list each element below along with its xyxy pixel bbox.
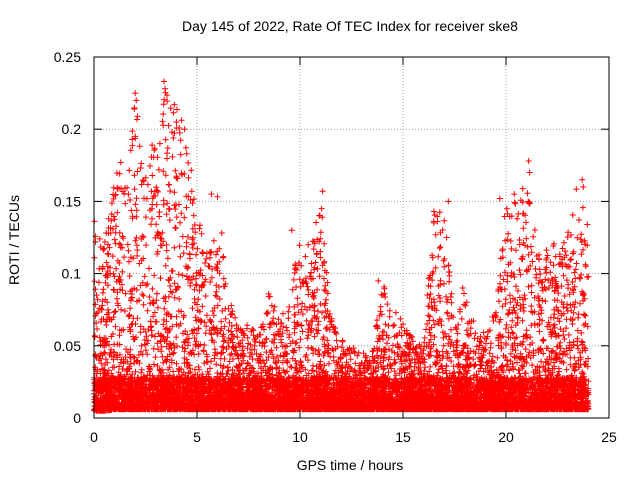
x-tick-label: 15 bbox=[395, 429, 411, 445]
y-tick-label: 0.25 bbox=[54, 49, 81, 65]
y-tick-label: 0.05 bbox=[54, 338, 81, 354]
scatter-point bbox=[526, 169, 533, 176]
scatter-point bbox=[173, 118, 180, 125]
y-tick-label: 0.15 bbox=[54, 193, 81, 209]
y-tick-label: 0.2 bbox=[62, 121, 82, 137]
x-tick-label: 20 bbox=[498, 429, 514, 445]
scatter-point bbox=[511, 191, 518, 198]
scatter-point bbox=[305, 241, 312, 248]
scatter-point bbox=[181, 126, 188, 133]
chart-title: Day 145 of 2022, Rate Of TEC Index for r… bbox=[182, 18, 518, 34]
scatter-point bbox=[183, 150, 190, 157]
scatter-point bbox=[117, 159, 124, 166]
scatter-point bbox=[161, 78, 168, 85]
x-tick-label: 5 bbox=[193, 429, 201, 445]
x-tick-label: 0 bbox=[90, 429, 98, 445]
scatter-point bbox=[459, 285, 466, 292]
scatter-point bbox=[162, 85, 169, 92]
scatter-point bbox=[580, 183, 587, 190]
scatter-point bbox=[496, 195, 503, 202]
x-axis-label: GPS time / hours bbox=[297, 457, 404, 473]
scatter-point bbox=[400, 321, 406, 328]
scatter-point bbox=[348, 347, 355, 354]
y-tick-label: 0.1 bbox=[62, 266, 82, 282]
y-tick-label: 0 bbox=[73, 410, 81, 426]
scatter-point bbox=[156, 140, 163, 147]
scatter-point bbox=[430, 208, 437, 215]
plot-frame bbox=[93, 56, 610, 419]
scatter-point bbox=[579, 176, 586, 183]
scatter-point-cloud bbox=[91, 89, 592, 414]
scatter-point bbox=[318, 205, 325, 212]
scatter-point bbox=[319, 188, 326, 195]
x-tick-label: 10 bbox=[292, 429, 308, 445]
scatter-point bbox=[132, 133, 139, 140]
scatter-point bbox=[208, 191, 215, 198]
scatter-point bbox=[171, 101, 178, 108]
scatter-point bbox=[288, 227, 295, 234]
data-points-layer bbox=[91, 78, 592, 414]
scatter-point bbox=[132, 90, 139, 97]
ticks-layer bbox=[93, 56, 610, 419]
scatter-point bbox=[375, 277, 382, 284]
scatter-point bbox=[133, 97, 140, 104]
scatter-point bbox=[445, 198, 452, 205]
x-tick-label: 25 bbox=[601, 429, 617, 445]
y-axis-label: ROTI / TECUs bbox=[6, 195, 22, 285]
tick-labels-layer: 0 5 10 15 20 25 0 0.05 0.1 0.15 0.2 0.25 bbox=[54, 49, 617, 445]
scatter-point bbox=[525, 157, 532, 164]
